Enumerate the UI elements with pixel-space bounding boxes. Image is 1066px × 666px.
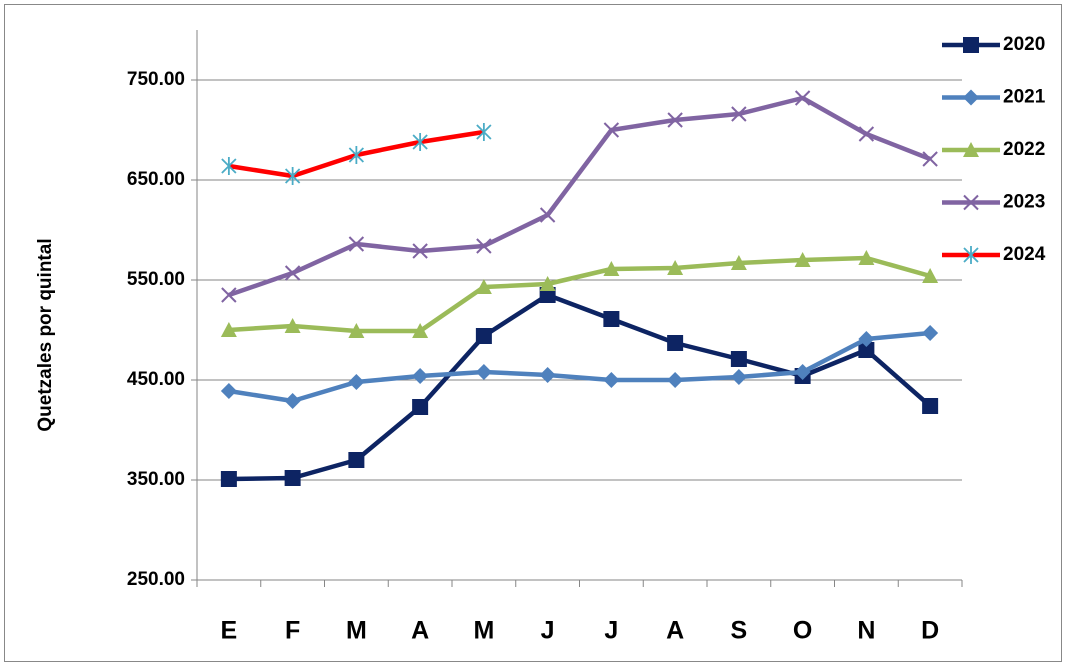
data-point	[412, 323, 429, 338]
data-point	[284, 393, 301, 409]
x-tick-label: D	[921, 617, 939, 645]
legend-marker	[963, 194, 979, 211]
data-point	[858, 126, 875, 142]
legend-label: 2023	[1003, 192, 1045, 213]
data-point	[667, 260, 684, 275]
chart-frame	[4, 4, 1062, 662]
data-point	[667, 335, 684, 351]
data-point	[667, 372, 684, 388]
legend-marker	[963, 89, 979, 106]
data-point	[348, 146, 365, 164]
data-point	[221, 287, 237, 303]
x-tick-label: N	[857, 617, 875, 645]
data-point	[731, 106, 747, 122]
data-point	[858, 331, 875, 347]
legend-label: 2022	[1003, 139, 1045, 160]
data-point	[475, 328, 492, 344]
data-point	[220, 383, 237, 399]
data-point	[794, 364, 811, 380]
series-line	[228, 255, 931, 334]
data-point	[284, 167, 301, 185]
y-tick-label: 350.00	[127, 469, 185, 490]
data-point	[730, 255, 747, 270]
data-point	[475, 279, 492, 294]
data-point	[476, 238, 492, 254]
data-point	[220, 322, 237, 337]
data-point	[412, 133, 428, 151]
data-point	[412, 243, 428, 259]
y-tick-label: 650.00	[127, 169, 185, 190]
y-axis-label: Quetzales por quintal	[35, 238, 56, 431]
data-point	[412, 399, 429, 415]
data-point	[603, 311, 620, 327]
data-point	[348, 452, 365, 468]
x-tick-label: A	[666, 617, 684, 645]
data-point	[348, 323, 365, 338]
data-point	[476, 123, 492, 141]
x-tick-label: S	[731, 617, 748, 645]
legend-marker	[963, 246, 979, 264]
data-point	[539, 276, 556, 291]
y-tick-label: 450.00	[127, 369, 185, 390]
data-point	[603, 261, 620, 276]
data-point	[858, 250, 875, 265]
x-tick-label: J	[541, 617, 555, 645]
data-point	[922, 325, 939, 341]
y-tick-label: 250.00	[127, 569, 185, 590]
data-point	[922, 398, 939, 414]
legend-label: 2021	[1003, 87, 1046, 108]
series-line	[228, 95, 931, 298]
x-tick-label: O	[793, 617, 812, 645]
x-tick-label: M	[473, 617, 494, 645]
data-point	[858, 342, 875, 358]
data-point	[220, 471, 237, 487]
x-tick-label: E	[221, 617, 238, 645]
data-point	[348, 374, 365, 390]
series-line	[228, 330, 931, 404]
x-tick-label: F	[285, 617, 300, 645]
data-point	[667, 112, 683, 128]
legend-marker	[963, 142, 979, 157]
data-point	[730, 351, 747, 367]
data-point	[730, 369, 747, 385]
data-point	[603, 372, 620, 388]
y-tick-label: 750.00	[127, 69, 185, 90]
data-point	[794, 252, 811, 267]
data-point	[922, 151, 938, 167]
data-point	[221, 157, 237, 175]
data-point	[348, 236, 365, 252]
data-point	[922, 268, 939, 283]
data-point	[412, 368, 429, 384]
data-point	[794, 90, 811, 106]
data-point	[284, 318, 301, 333]
data-point	[475, 364, 492, 380]
x-tick-label: J	[604, 617, 618, 645]
data-point	[539, 367, 556, 383]
legend-label: 2024	[1003, 244, 1046, 265]
data-point	[284, 265, 301, 281]
y-tick-label: 550.00	[127, 269, 185, 290]
x-tick-label: A	[411, 617, 429, 645]
data-point	[603, 122, 620, 138]
data-point	[284, 470, 301, 486]
legend-marker	[963, 37, 979, 53]
series-line	[228, 292, 932, 482]
legend-label: 2020	[1003, 34, 1045, 55]
data-point	[539, 207, 556, 223]
x-tick-label: M	[346, 617, 367, 645]
